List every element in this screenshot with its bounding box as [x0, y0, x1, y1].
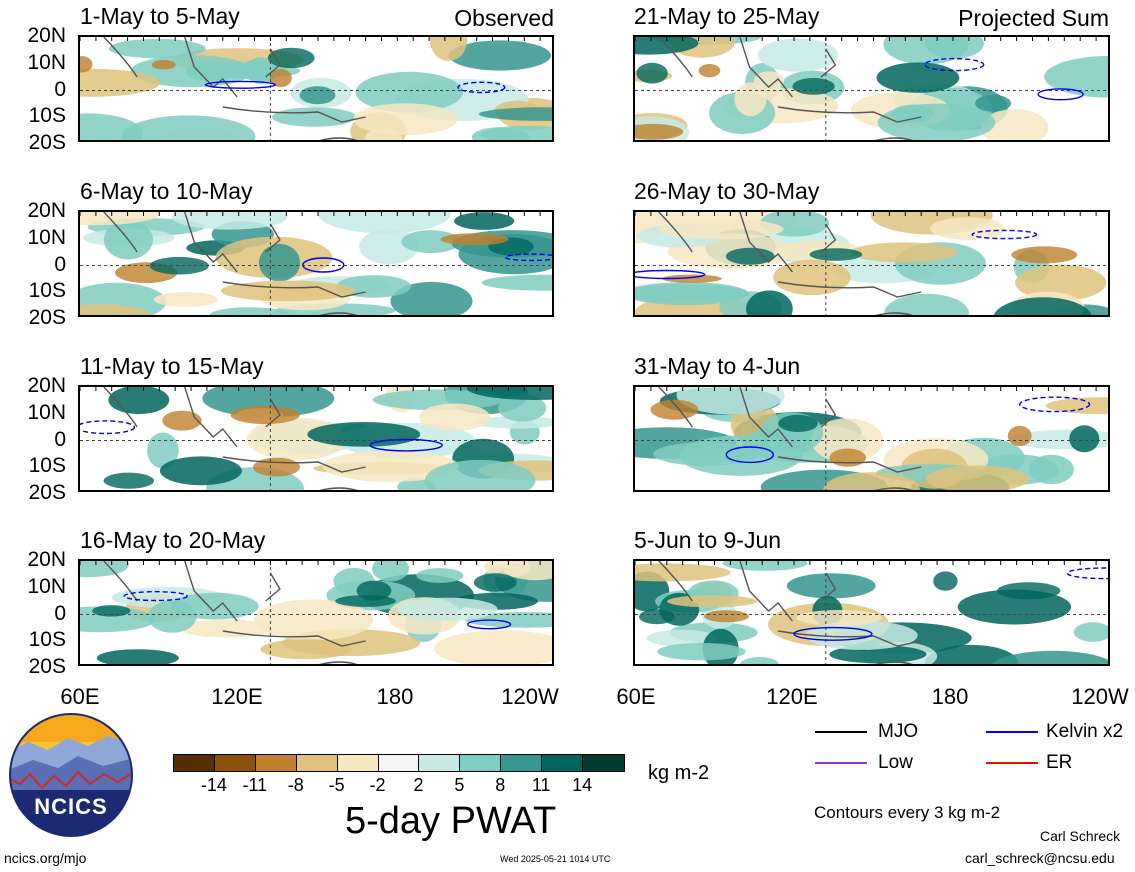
colorbar-swatch	[542, 755, 584, 771]
panel-title: 1-May to 5-May	[80, 3, 240, 29]
legend-label-er: ER	[1046, 752, 1073, 773]
colorbar-swatch	[419, 755, 461, 771]
colorbar	[173, 754, 625, 772]
panel-title: 6-May to 10-May	[80, 178, 253, 204]
colorbar-tick-label: -14	[200, 775, 227, 795]
ncics-logo-icon: NCICS	[8, 712, 134, 838]
colorbar-swatch	[501, 755, 543, 771]
colorbar-tick-label: -5	[328, 775, 345, 795]
lat-label: 20N	[27, 24, 66, 47]
pwat-map-panel	[78, 559, 554, 666]
legend-label-low: Low	[878, 752, 913, 773]
lat-label: 10S	[28, 279, 66, 303]
lat-label: 20S	[28, 481, 66, 504]
lon-label: 120W	[501, 684, 559, 709]
lat-label: 10N	[27, 225, 66, 249]
panel-tag: Observed	[454, 5, 554, 31]
colorbar-tick-label: -8	[287, 775, 304, 795]
colorbar-tick-label: 5	[454, 775, 465, 795]
colorbar-swatch	[255, 755, 297, 771]
lat-label: 0	[54, 77, 66, 101]
legend-label-mjo: MJO	[878, 721, 919, 742]
lat-label: 10S	[28, 628, 66, 652]
legend-label-kelvin: Kelvin x2	[1046, 721, 1124, 742]
logo-text: NCICS	[34, 794, 108, 819]
lat-label: 20S	[28, 306, 66, 329]
colorbar-tick-label: -2	[369, 775, 386, 795]
lon-label: 120W	[1071, 684, 1129, 709]
pwat-map-panel	[78, 35, 554, 142]
lat-label: 0	[54, 601, 66, 625]
colorbar-tick-label: -11	[242, 775, 268, 795]
lat-label: 10N	[27, 400, 66, 424]
pwat-map-panel	[633, 385, 1110, 492]
legend-line-kelvin	[986, 731, 1038, 733]
colorbar-swatch	[296, 755, 338, 771]
colorbar-swatch	[378, 755, 420, 771]
colorbar-tick-label: 2	[413, 775, 424, 795]
colorbar-swatch	[337, 755, 379, 771]
lon-label: 120E	[211, 684, 263, 709]
lon-label: 180	[376, 684, 414, 709]
panel-tag: Projected Sum	[958, 5, 1109, 31]
panel-title: 31-May to 4-Jun	[634, 353, 801, 379]
lat-label: 10N	[27, 50, 66, 74]
pwat-map-panel	[633, 559, 1110, 666]
colorbar-swatch	[460, 755, 502, 771]
lat-label: 10S	[28, 454, 66, 478]
lat-label: 20N	[27, 548, 66, 571]
colorbar-swatch	[214, 755, 256, 771]
legend-line-er	[986, 762, 1038, 764]
pwat-map-panel	[78, 385, 554, 492]
legend-line-low	[815, 762, 867, 764]
lon-label: 120E	[766, 684, 818, 709]
lat-label: 0	[54, 427, 66, 451]
panel-title: 21-May to 25-May	[634, 3, 820, 29]
contour-note: Contours every 3 kg m-2	[814, 803, 1001, 822]
footer-email: carl_schreck@ncsu.edu	[965, 850, 1115, 866]
pwat-map-panel	[633, 35, 1110, 142]
lon-label: 180	[931, 684, 969, 709]
pwat-map-panel	[78, 210, 554, 317]
colorbar-unit: kg m-2	[648, 762, 710, 784]
pwat-map-panel	[633, 210, 1110, 317]
lat-label: 10N	[27, 574, 66, 598]
lon-label: 60E	[60, 684, 100, 709]
colorbar-title: 5-day PWAT	[345, 800, 557, 842]
lat-label: 20S	[28, 131, 66, 154]
footer-site: ncics.org/mjo	[4, 850, 87, 866]
lat-label: 20N	[27, 374, 66, 397]
lat-label: 20N	[27, 199, 66, 222]
colorbar-tick-label: 14	[572, 775, 593, 795]
colorbar-swatch	[174, 755, 215, 771]
panel-title: 16-May to 20-May	[80, 527, 266, 553]
panel-title: 5-Jun to 9-Jun	[634, 527, 782, 553]
panel-title: 11-May to 15-May	[80, 353, 264, 379]
panel-title: 26-May to 30-May	[634, 178, 820, 204]
legend-line-mjo	[815, 731, 867, 733]
lat-label: 10S	[28, 104, 66, 128]
lon-label: 60E	[616, 684, 656, 709]
footer-author: Carl Schreck	[1040, 828, 1121, 844]
colorbar-swatch	[583, 755, 624, 771]
lat-label: 0	[54, 252, 66, 276]
colorbar-tick-label: 11	[531, 775, 551, 795]
colorbar-tick-label: 8	[495, 775, 506, 795]
lat-label: 20S	[28, 655, 66, 678]
footer-timestamp: Wed 2025-05-21 1014 UTC	[500, 854, 611, 864]
